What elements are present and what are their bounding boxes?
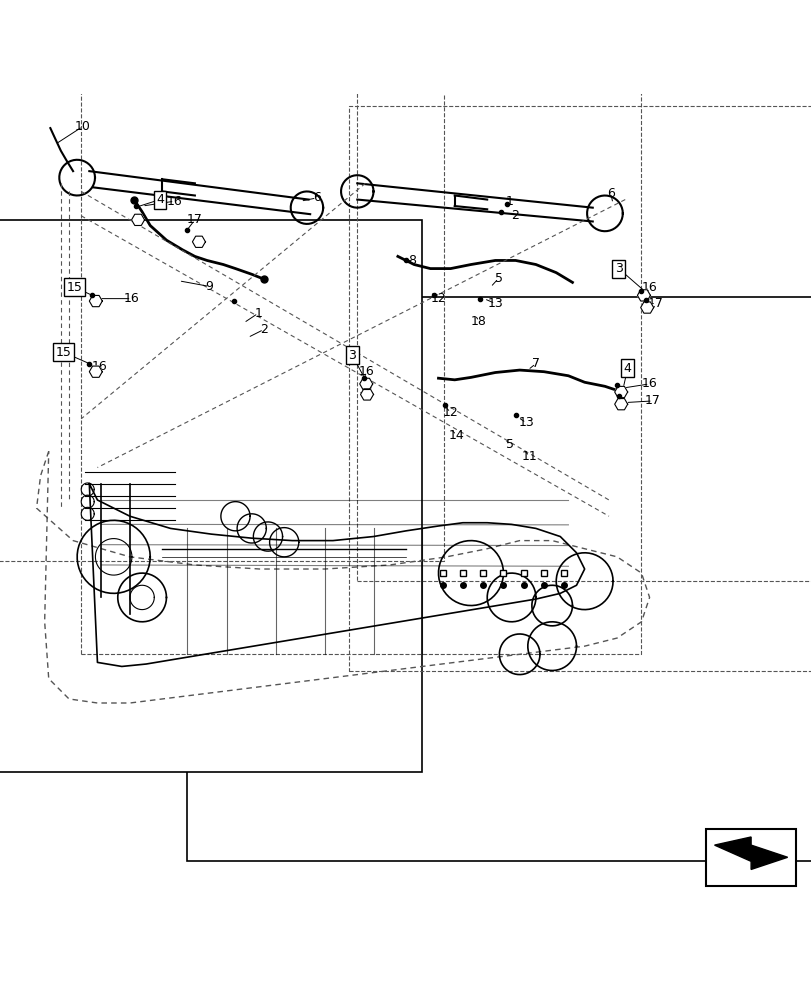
Polygon shape <box>360 389 373 400</box>
Text: 3: 3 <box>348 349 356 362</box>
Polygon shape <box>359 378 372 390</box>
Polygon shape <box>614 386 627 398</box>
Text: 2: 2 <box>510 209 518 222</box>
Text: 17: 17 <box>647 297 663 310</box>
Text: 6: 6 <box>312 191 320 204</box>
Text: 4: 4 <box>156 193 164 206</box>
Polygon shape <box>192 236 205 247</box>
Bar <box>706 829 795 886</box>
Text: 7: 7 <box>531 357 539 370</box>
Text: 12: 12 <box>430 292 446 305</box>
Text: 13: 13 <box>517 416 534 429</box>
Polygon shape <box>714 837 787 869</box>
Polygon shape <box>131 214 144 225</box>
Text: 13: 13 <box>487 297 503 310</box>
Text: 3: 3 <box>614 262 622 275</box>
Polygon shape <box>89 366 102 377</box>
Text: 15: 15 <box>67 281 83 294</box>
FancyBboxPatch shape <box>0 220 422 772</box>
Text: 16: 16 <box>641 281 657 294</box>
Text: 4: 4 <box>623 362 631 375</box>
Text: 16: 16 <box>166 195 182 208</box>
Text: 17: 17 <box>358 383 375 396</box>
Text: 5: 5 <box>494 272 502 285</box>
Text: 1: 1 <box>254 307 262 320</box>
Text: 16: 16 <box>641 377 657 390</box>
FancyBboxPatch shape <box>187 297 811 861</box>
Text: 17: 17 <box>187 213 203 226</box>
Text: 10: 10 <box>75 120 91 133</box>
Text: 11: 11 <box>521 450 537 463</box>
Text: 12: 12 <box>442 406 458 419</box>
Text: 8: 8 <box>408 254 416 267</box>
Text: 16: 16 <box>91 360 107 373</box>
Polygon shape <box>89 295 102 307</box>
Text: 1: 1 <box>505 195 513 208</box>
Polygon shape <box>637 290 650 301</box>
Text: 16: 16 <box>358 365 375 378</box>
Text: 2: 2 <box>260 323 268 336</box>
Text: 18: 18 <box>470 315 487 328</box>
Text: 16: 16 <box>123 292 139 305</box>
Text: 15: 15 <box>55 346 71 359</box>
Text: 6: 6 <box>606 187 614 200</box>
Polygon shape <box>640 302 653 313</box>
Text: 17: 17 <box>644 394 660 407</box>
Text: 14: 14 <box>448 429 464 442</box>
Text: 9: 9 <box>205 280 213 293</box>
Text: 5: 5 <box>505 438 513 451</box>
Polygon shape <box>614 399 627 410</box>
